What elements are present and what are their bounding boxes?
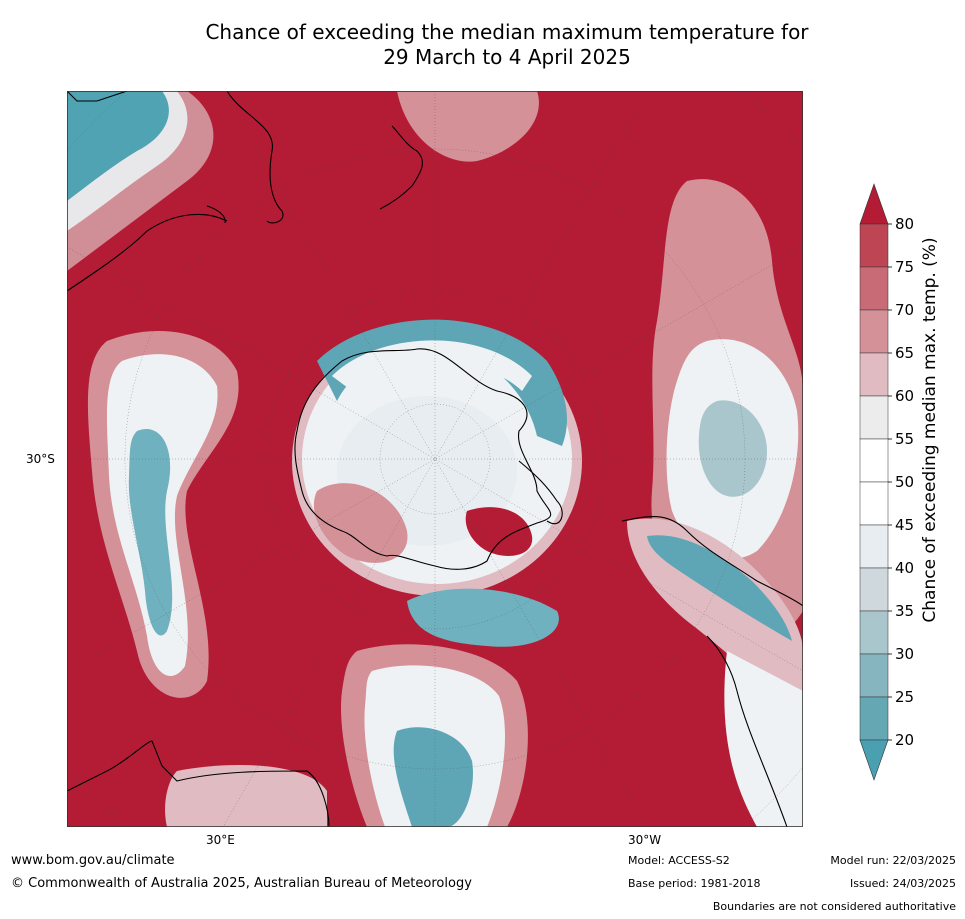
colorbar-tick-label: 60 bbox=[895, 387, 914, 405]
forecast-map bbox=[67, 91, 803, 827]
colorbar-tick-label: 20 bbox=[895, 731, 914, 749]
lon-label-30e: 30°E bbox=[206, 833, 235, 847]
colorbar-band bbox=[859, 653, 889, 698]
map-canvas bbox=[67, 91, 803, 827]
colorbar-tick-label: 45 bbox=[895, 516, 914, 534]
footer-website: www.bom.gov.au/climate bbox=[11, 853, 175, 868]
colorbar-tick-label: 55 bbox=[895, 430, 914, 448]
footer-model: Model: ACCESS-S2 bbox=[628, 854, 730, 867]
colorbar-band bbox=[859, 395, 889, 440]
colorbar-label: Chance of exceeding median max. temp. (%… bbox=[920, 237, 940, 623]
colorbar-band bbox=[859, 567, 889, 612]
colorbar-over-arrow bbox=[859, 183, 889, 225]
region-top-center bbox=[397, 91, 539, 162]
title-line-1: Chance of exceeding the median maximum t… bbox=[205, 20, 809, 44]
colorbar-svg: 20 25 30 35 40 45 50 55 60 65 70 75 80 bbox=[859, 183, 914, 781]
chart-title: Chance of exceeding the median maximum t… bbox=[0, 20, 965, 70]
graticule bbox=[67, 91, 803, 827]
colorbar-tick-label: 75 bbox=[895, 258, 914, 276]
region-lower-center-cool bbox=[407, 588, 559, 647]
colorbar: 20 25 30 35 40 45 50 55 60 65 70 75 80 bbox=[857, 180, 927, 789]
region-antarctic-warm-patch bbox=[313, 483, 408, 563]
title-line-2: 29 March to 4 April 2025 bbox=[383, 45, 631, 69]
footer-model-run: Model run: 22/03/2025 bbox=[830, 854, 956, 867]
footer-issued: Issued: 24/03/2025 bbox=[849, 877, 956, 890]
colorbar-band bbox=[859, 352, 889, 397]
colorbar-tick-label: 80 bbox=[895, 215, 914, 233]
colorbar-band bbox=[859, 223, 889, 268]
colorbar-tick-label: 70 bbox=[895, 301, 914, 319]
region-lower-right bbox=[627, 518, 803, 711]
colorbar-tick-label: 65 bbox=[895, 344, 914, 362]
lon-label-30w: 30°W bbox=[628, 833, 662, 847]
footer-copyright: © Commonwealth of Australia 2025, Austra… bbox=[11, 876, 472, 891]
colorbar-band bbox=[859, 696, 889, 741]
region-bottom-left bbox=[165, 765, 327, 827]
footer-base-period: Base period: 1981-2018 bbox=[628, 877, 761, 890]
lat-label-30s: 30°S bbox=[26, 452, 55, 466]
colorbar-tick-label: 50 bbox=[895, 473, 914, 491]
colorbar-band bbox=[859, 309, 889, 354]
colorbar-band bbox=[859, 481, 889, 526]
colorbar-tick-label: 35 bbox=[895, 602, 914, 620]
colorbar-band bbox=[859, 524, 889, 569]
coastlines bbox=[67, 91, 803, 827]
colorbar-under-arrow bbox=[859, 739, 889, 781]
colorbar-tick-label: 40 bbox=[895, 559, 914, 577]
footer-disclaimer: Boundaries are not considered authoritat… bbox=[712, 900, 956, 913]
colorbar-band bbox=[859, 438, 889, 483]
colorbar-band bbox=[859, 266, 889, 311]
colorbar-tick-label: 30 bbox=[895, 645, 914, 663]
colorbar-tick-label: 25 bbox=[895, 688, 914, 706]
colorbar-band bbox=[859, 610, 889, 655]
